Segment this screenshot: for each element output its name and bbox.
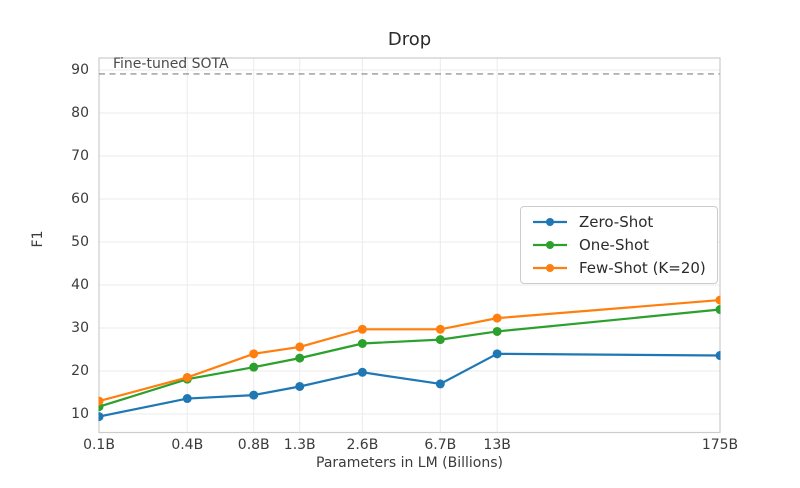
y-tick-label: 50 xyxy=(71,234,89,251)
legend-line-marker-icon xyxy=(533,218,567,227)
data-point xyxy=(98,396,104,406)
y-tick-label: 70 xyxy=(71,148,89,165)
data-point xyxy=(249,362,259,372)
legend-label: One-Shot xyxy=(579,235,650,254)
data-point xyxy=(98,412,104,422)
data-point xyxy=(295,342,305,352)
data-point xyxy=(715,295,721,305)
chart-title: Drop xyxy=(387,29,432,50)
data-point xyxy=(295,381,305,391)
y-tick-label: 30 xyxy=(71,320,89,337)
data-point xyxy=(357,338,367,348)
legend-row-few-shot: Few-Shot (K=20) xyxy=(531,259,707,277)
legend-label: Zero-Shot xyxy=(579,213,654,232)
legend-row-one-shot: One-Shot xyxy=(531,236,707,254)
data-point xyxy=(715,305,721,315)
data-point xyxy=(182,372,192,382)
x-tick-label: 0.4B xyxy=(171,437,204,453)
data-point xyxy=(492,326,502,336)
y-tick-label: 10 xyxy=(71,406,89,422)
data-point xyxy=(492,349,502,359)
y-tick-label: 90 xyxy=(71,62,89,79)
legend-row-zero-shot: Zero-Shot xyxy=(531,213,707,231)
reference-line-label: Fine-tuned SOTA xyxy=(113,56,229,72)
x-tick-label: 0.8B xyxy=(237,437,270,453)
data-point xyxy=(249,349,259,359)
data-point xyxy=(435,335,445,345)
x-tick-label: 6.7B xyxy=(424,437,457,453)
legend-label: Few-Shot (K=20) xyxy=(579,258,706,277)
data-point xyxy=(182,394,192,404)
plot-border xyxy=(98,57,721,434)
y-tick-label: 20 xyxy=(71,363,89,379)
x-tick-label: 0.1B xyxy=(83,437,115,453)
data-point xyxy=(295,353,305,363)
x-tick-label: 13B xyxy=(483,437,511,453)
x-tick-label: 2.6B xyxy=(346,437,379,453)
x-tick-label: 1.3B xyxy=(283,437,316,453)
legend-line-marker-icon xyxy=(533,263,567,272)
data-point xyxy=(715,351,721,361)
data-point xyxy=(435,379,445,389)
data-point xyxy=(435,324,445,334)
series-few-shot-k-20- xyxy=(98,295,721,406)
x-axis-label: Parameters in LM (Billions) xyxy=(316,455,503,471)
legend-line-marker-icon xyxy=(533,240,567,249)
series-group xyxy=(98,295,721,422)
data-point xyxy=(249,390,259,400)
data-point xyxy=(492,313,502,323)
series-zero-shot xyxy=(98,349,721,422)
data-point xyxy=(357,324,367,334)
x-tick-label: 175B xyxy=(701,437,739,453)
legend: Zero-Shot One-Shot Few-Shot (K=20) xyxy=(520,206,718,284)
data-point xyxy=(357,367,367,377)
y-tick-label: 60 xyxy=(71,191,89,208)
y-tick-label: 80 xyxy=(71,105,89,122)
y-tick-label: 40 xyxy=(71,277,89,294)
